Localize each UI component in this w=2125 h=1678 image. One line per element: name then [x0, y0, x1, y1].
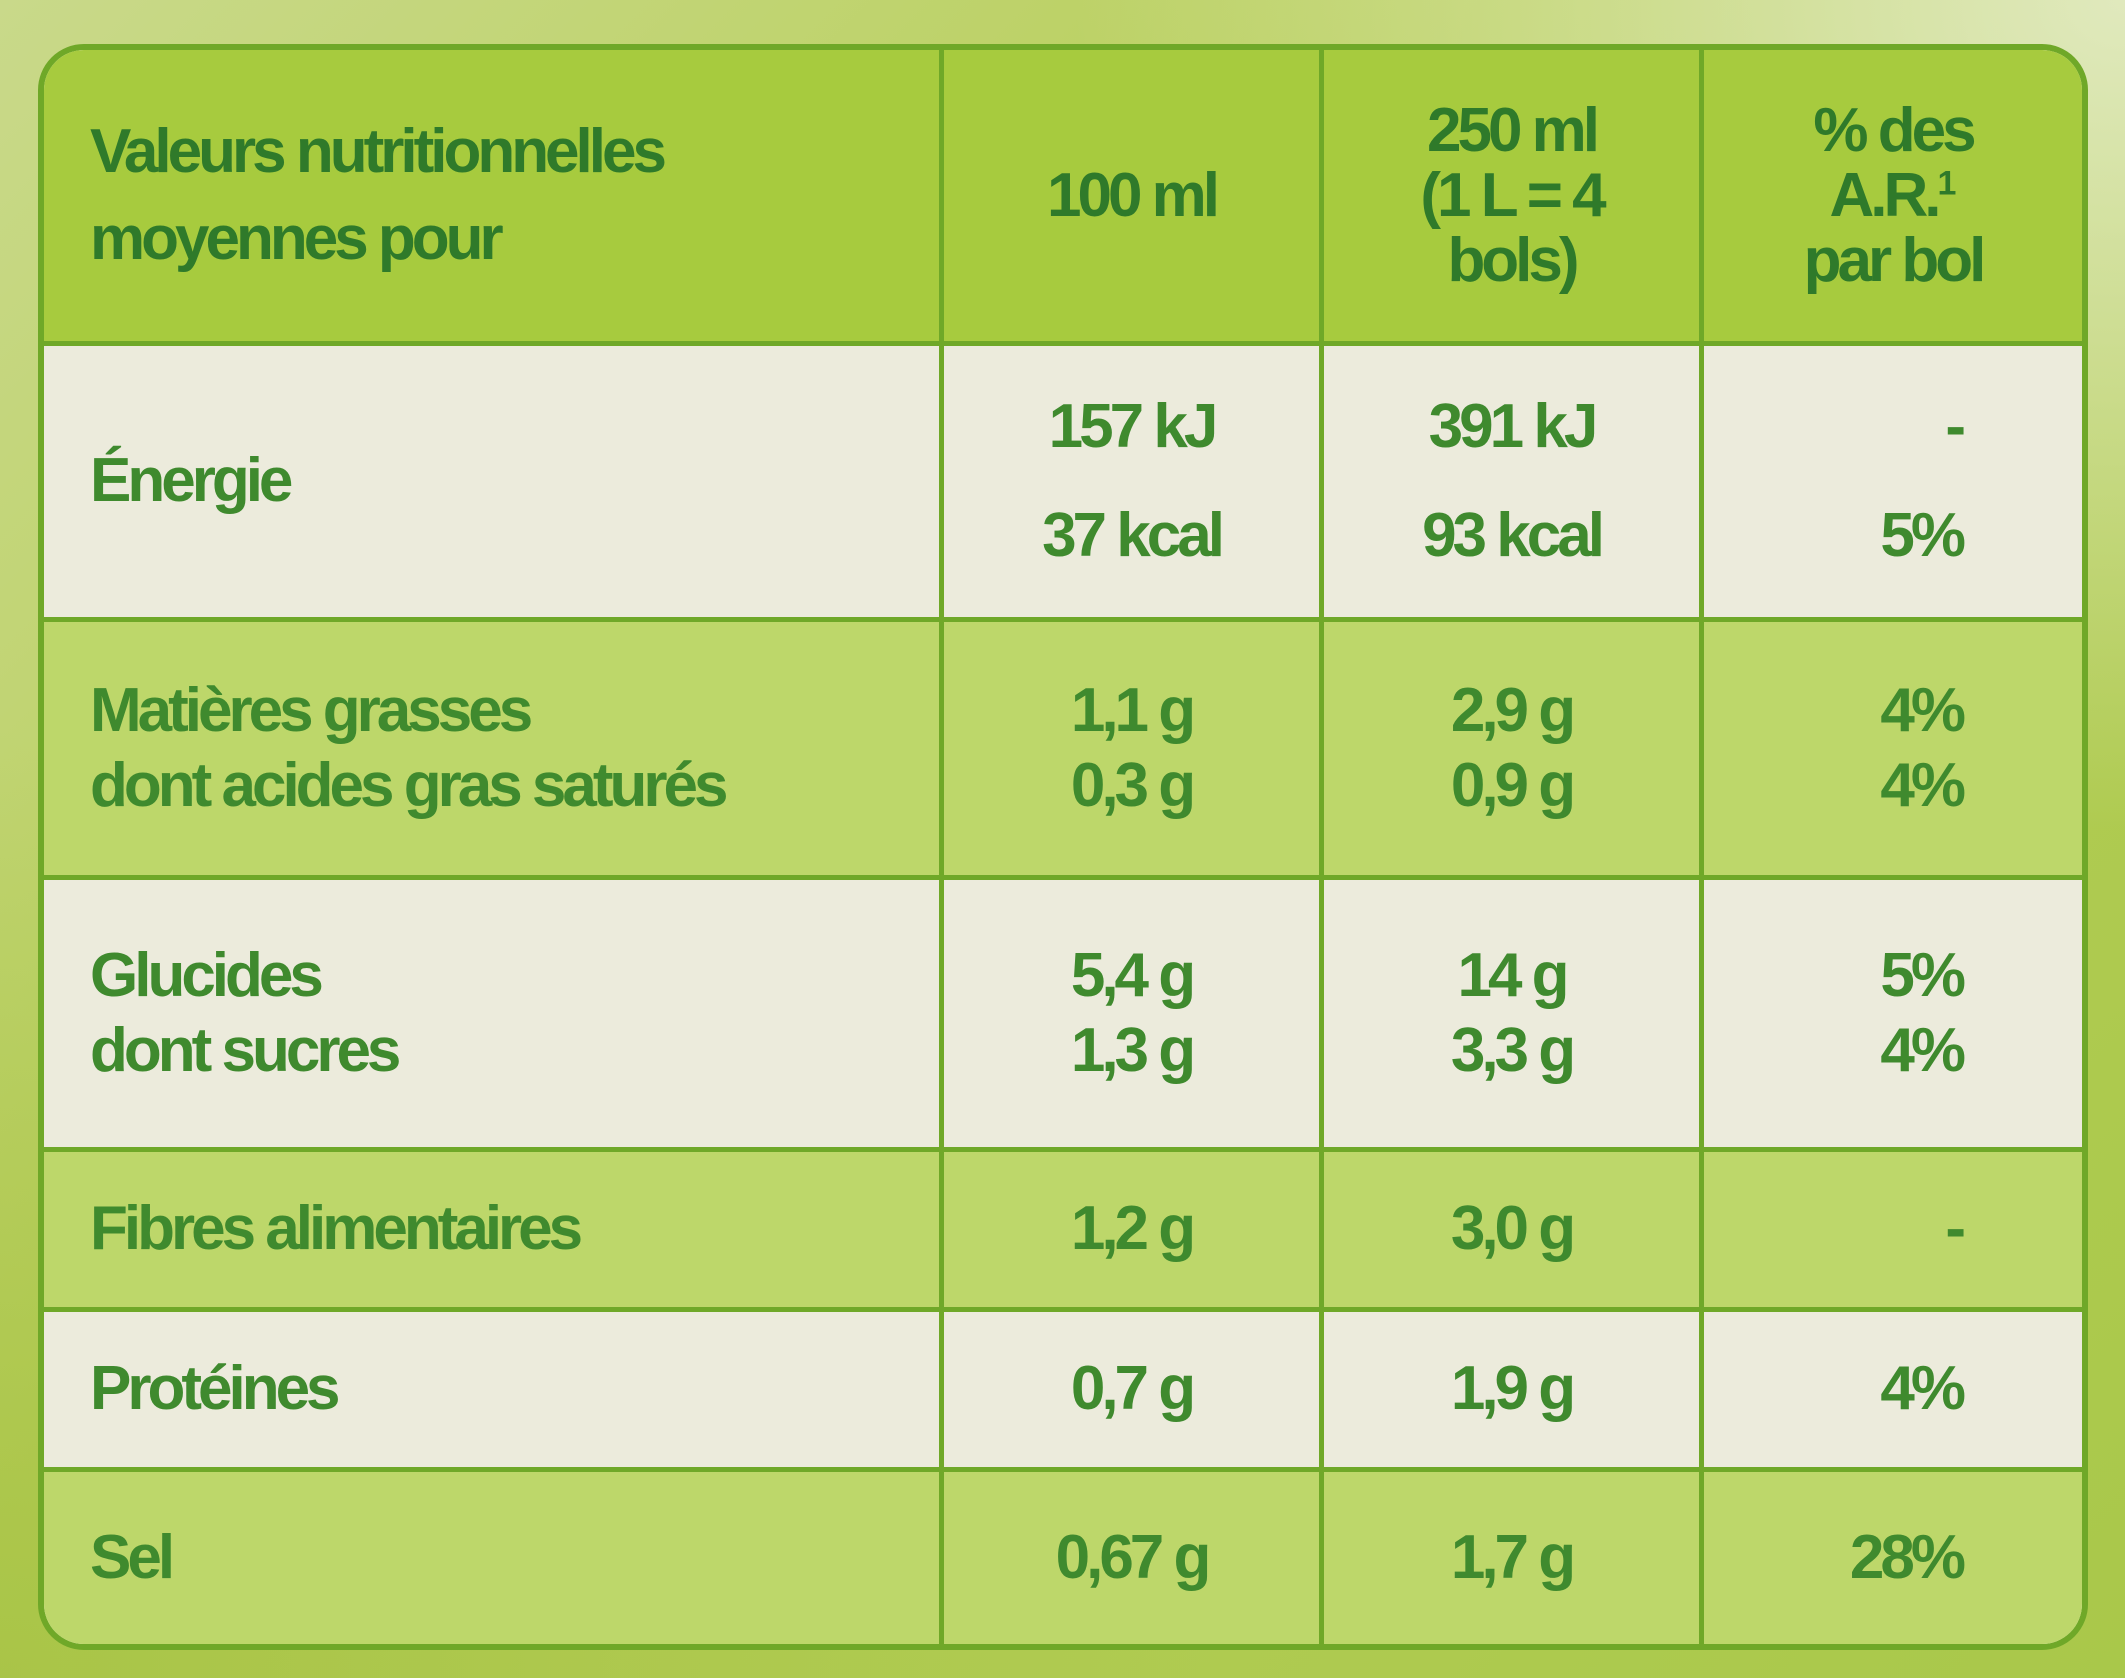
row-sel-250ml: 1,7 g: [1324, 1472, 1704, 1644]
fibres-100ml: 1,2 g: [1070, 1194, 1196, 1264]
header-label-cell: Valeurs nutritionnelles moyennes pour: [44, 50, 944, 346]
row-fibres-100ml: 1,2 g: [944, 1152, 1324, 1312]
row-glucides-100ml: 5,4 g 1,3 g: [944, 880, 1324, 1152]
energie-250ml-kj: 391 kJ: [1428, 392, 1599, 462]
row-glucides-label: Glucides dont sucres: [44, 880, 944, 1152]
energie-250ml-kcal: 93 kcal: [1422, 500, 1605, 570]
fibres-label: Fibres alimentaires: [90, 1194, 583, 1264]
satures-250ml: 0,9 g: [1450, 750, 1576, 820]
header-250ml-cell: 250 ml (1 L = 4 bols): [1324, 50, 1704, 346]
proteines-250ml: 1,9 g: [1450, 1354, 1576, 1424]
matieres-label: Matières grasses: [90, 676, 533, 746]
satures-100ml: 0,3 g: [1070, 750, 1196, 820]
footnote-marker: 1: [1937, 164, 1957, 203]
header-250ml-line-3: bols): [1447, 226, 1579, 296]
sel-250ml: 1,7 g: [1450, 1522, 1576, 1592]
energie-100ml-kj: 157 kJ: [1048, 392, 1219, 462]
header-100ml: 100 ml: [1046, 160, 1220, 230]
row-proteines-label: Protéines: [44, 1312, 944, 1472]
row-matieres-label: Matières grasses dont acides gras saturé…: [44, 622, 944, 880]
satures-label: dont acides gras saturés: [90, 750, 729, 820]
row-sel-label: Sel: [44, 1472, 944, 1644]
fibres-ar: -: [1945, 1194, 1966, 1264]
row-proteines-ar: 4%: [1704, 1312, 2082, 1472]
row-proteines-100ml: 0,7 g: [944, 1312, 1324, 1472]
row-energie-ar: - 5%: [1704, 346, 2082, 622]
sel-ar: 28%: [1849, 1522, 1966, 1592]
matieres-ar: 4%: [1880, 676, 1966, 746]
row-fibres-label: Fibres alimentaires: [44, 1152, 944, 1312]
proteines-label: Protéines: [90, 1354, 341, 1424]
header-ar-line-2: A.R.1: [1830, 163, 1957, 228]
proteines-ar: 4%: [1880, 1354, 1966, 1424]
header-label-line-1: Valeurs nutritionnelles: [90, 116, 667, 186]
nutrition-grid: Valeurs nutritionnelles moyennes pour 10…: [44, 50, 2082, 1644]
row-proteines-250ml: 1,9 g: [1324, 1312, 1704, 1472]
sucres-100ml: 1,3 g: [1070, 1015, 1196, 1085]
sucres-ar: 4%: [1880, 1015, 1966, 1085]
header-250ml-line-1: 250 ml: [1426, 95, 1600, 165]
sucres-label: dont sucres: [90, 1015, 401, 1085]
row-sel-ar: 28%: [1704, 1472, 2082, 1644]
glucides-label: Glucides: [90, 941, 324, 1011]
header-ar-line-3: par bol: [1803, 226, 1987, 296]
row-matieres-250ml: 2,9 g 0,9 g: [1324, 622, 1704, 880]
row-glucides-ar: 5% 4%: [1704, 880, 2082, 1152]
energie-ar-kj: -: [1945, 392, 1966, 462]
matieres-250ml: 2,9 g: [1450, 676, 1576, 746]
sel-label: Sel: [90, 1522, 175, 1592]
row-sel-100ml: 0,67 g: [944, 1472, 1324, 1644]
satures-ar: 4%: [1880, 750, 1966, 820]
row-energie-label: Énergie: [44, 346, 944, 622]
header-label-line-2: moyennes pour: [90, 203, 504, 273]
energie-100ml-kcal: 37 kcal: [1042, 500, 1225, 570]
row-matieres-100ml: 1,1 g 0,3 g: [944, 622, 1324, 880]
header-ar-cell: % des A.R.1 par bol: [1704, 50, 2082, 346]
sucres-250ml: 3,3 g: [1450, 1015, 1576, 1085]
sel-100ml: 0,67 g: [1055, 1522, 1212, 1592]
nutrition-table: Valeurs nutritionnelles moyennes pour 10…: [38, 44, 2088, 1650]
row-glucides-250ml: 14 g 3,3 g: [1324, 880, 1704, 1152]
row-fibres-250ml: 3,0 g: [1324, 1152, 1704, 1312]
glucides-100ml: 5,4 g: [1070, 941, 1196, 1011]
glucides-250ml: 14 g: [1457, 941, 1569, 1011]
row-matieres-ar: 4% 4%: [1704, 622, 2082, 880]
energie-label: Énergie: [90, 446, 293, 516]
header-ar-line-1: % des: [1813, 95, 1976, 165]
proteines-100ml: 0,7 g: [1070, 1354, 1196, 1424]
header-ar-text: A.R.: [1829, 160, 1942, 230]
header-100ml-cell: 100 ml: [944, 50, 1324, 346]
header-250ml-line-2: (1 L = 4: [1420, 160, 1606, 230]
matieres-100ml: 1,1 g: [1070, 676, 1196, 746]
glucides-ar: 5%: [1880, 941, 1966, 1011]
row-fibres-ar: -: [1704, 1152, 2082, 1312]
row-energie-250ml: 391 kJ 93 kcal: [1324, 346, 1704, 622]
fibres-250ml: 3,0 g: [1450, 1194, 1576, 1264]
energie-ar-kcal: 5%: [1880, 500, 1966, 570]
row-energie-100ml: 157 kJ 37 kcal: [944, 346, 1324, 622]
